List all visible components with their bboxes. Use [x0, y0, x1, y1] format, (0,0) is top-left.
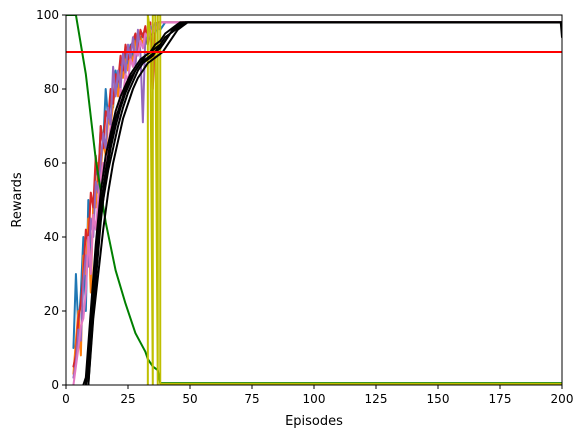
- x-tick-label: 25: [120, 392, 135, 406]
- series-line-12: [87, 21, 562, 385]
- x-tick-label: 175: [489, 392, 512, 406]
- y-tick-label: 80: [44, 82, 59, 96]
- series-layer: [66, 15, 562, 385]
- x-tick-label: 75: [244, 392, 259, 406]
- x-tick-label: 125: [365, 392, 388, 406]
- x-tick-label: 0: [62, 392, 70, 406]
- y-tick-label: 0: [51, 378, 59, 392]
- y-axis-ticks: 0 20 40 60 80 100: [36, 8, 66, 392]
- y-tick-label: 60: [44, 156, 59, 170]
- series-line-11: [87, 21, 562, 385]
- x-tick-label: 200: [551, 392, 574, 406]
- y-tick-label: 100: [36, 8, 59, 22]
- series-line-8: [82, 21, 562, 385]
- x-tick-label: 50: [182, 392, 197, 406]
- y-tick-label: 40: [44, 230, 59, 244]
- x-tick-label: 150: [427, 392, 450, 406]
- series-line-7: [146, 15, 562, 385]
- y-tick-label: 20: [44, 304, 59, 318]
- x-axis-ticks: 0 25 50 75 100 125 150 175 200: [62, 385, 573, 406]
- x-axis-label: Episodes: [285, 414, 343, 429]
- y-axis-label: Rewards: [10, 172, 25, 227]
- x-tick-label: 100: [303, 392, 326, 406]
